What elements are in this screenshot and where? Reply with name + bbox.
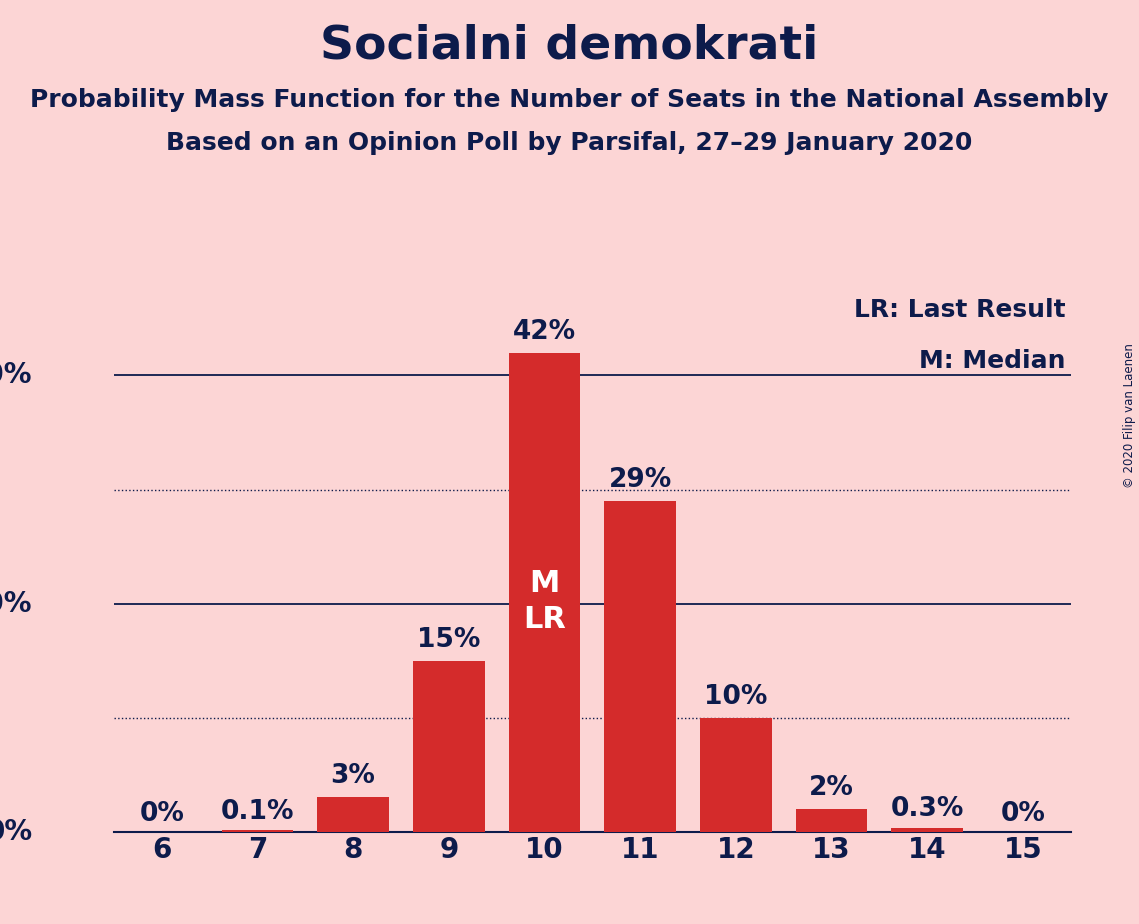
Text: 29%: 29% [608, 467, 672, 492]
Text: Based on an Opinion Poll by Parsifal, 27–29 January 2020: Based on an Opinion Poll by Parsifal, 27… [166, 131, 973, 155]
Text: 20%: 20% [0, 590, 33, 617]
Text: M: Median: M: Median [919, 349, 1066, 373]
Bar [699, 718, 771, 832]
Text: 2%: 2% [809, 775, 854, 801]
Text: LR: Last Result: LR: Last Result [854, 298, 1066, 322]
Bar [412, 661, 484, 832]
Bar [604, 501, 675, 832]
Text: 0.3%: 0.3% [891, 796, 964, 822]
Text: 0%: 0% [0, 818, 33, 845]
Text: 0%: 0% [139, 801, 185, 827]
Bar [795, 808, 867, 832]
Bar [221, 831, 293, 832]
Text: 40%: 40% [0, 361, 33, 390]
Bar [508, 353, 580, 832]
Text: Probability Mass Function for the Number of Seats in the National Assembly: Probability Mass Function for the Number… [31, 88, 1108, 112]
Text: 42%: 42% [513, 319, 576, 345]
Text: 15%: 15% [417, 626, 481, 652]
Text: © 2020 Filip van Laenen: © 2020 Filip van Laenen [1123, 344, 1137, 488]
Text: 10%: 10% [704, 684, 768, 710]
Bar [317, 797, 388, 832]
Text: 0%: 0% [1000, 801, 1046, 827]
Bar [891, 828, 962, 832]
Text: 3%: 3% [330, 763, 376, 789]
Text: 0.1%: 0.1% [221, 798, 294, 825]
Text: Socialni demokrati: Socialni demokrati [320, 23, 819, 68]
Text: M
LR: M LR [523, 569, 566, 634]
